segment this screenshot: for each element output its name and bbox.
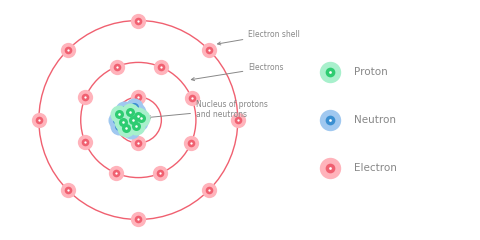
Text: Nucleus of protons
and neutrons: Nucleus of protons and neutrons xyxy=(147,100,268,119)
Text: Neutron: Neutron xyxy=(354,115,396,125)
Text: Proton: Proton xyxy=(354,67,388,78)
Text: Electron shell: Electron shell xyxy=(217,30,300,45)
Text: Electron: Electron xyxy=(354,162,397,173)
Text: Electrons: Electrons xyxy=(192,63,284,81)
